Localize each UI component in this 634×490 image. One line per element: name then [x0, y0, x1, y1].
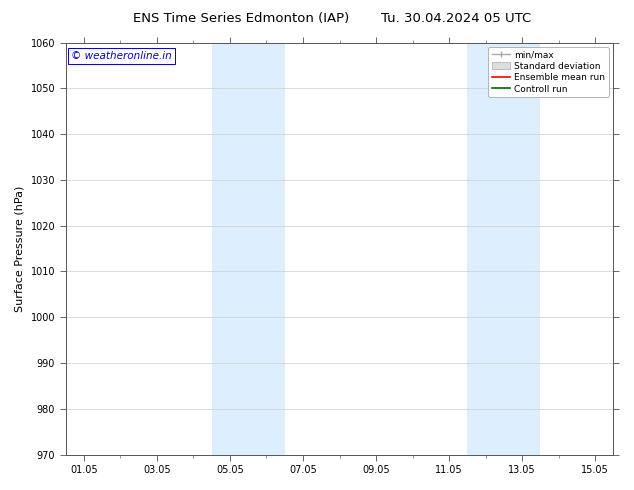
- Text: Tu. 30.04.2024 05 UTC: Tu. 30.04.2024 05 UTC: [382, 12, 531, 25]
- Legend: min/max, Standard deviation, Ensemble mean run, Controll run: min/max, Standard deviation, Ensemble me…: [488, 47, 609, 97]
- Y-axis label: Surface Pressure (hPa): Surface Pressure (hPa): [15, 185, 25, 312]
- Bar: [467, 43, 540, 455]
- Bar: [212, 43, 285, 455]
- Text: © weatheronline.in: © weatheronline.in: [71, 51, 172, 61]
- Text: ENS Time Series Edmonton (IAP): ENS Time Series Edmonton (IAP): [133, 12, 349, 25]
